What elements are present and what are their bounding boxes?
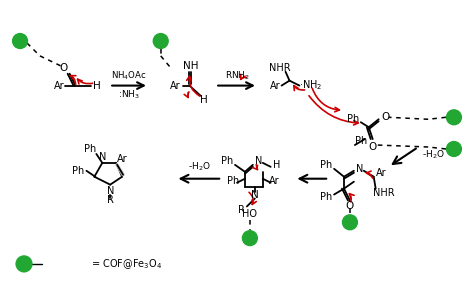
Text: R: R: [237, 205, 245, 215]
Text: Ph: Ph: [355, 136, 367, 146]
Text: NH: NH: [182, 61, 198, 71]
Text: ··NH$_2$: ··NH$_2$: [296, 79, 322, 93]
Text: H: H: [201, 96, 208, 105]
Text: Ph: Ph: [84, 144, 97, 154]
Text: HO: HO: [242, 209, 257, 219]
Text: H: H: [93, 81, 101, 91]
Circle shape: [343, 215, 357, 230]
Text: Ar: Ar: [270, 81, 281, 91]
Text: N: N: [99, 152, 106, 162]
Text: N: N: [107, 186, 114, 196]
Text: = COF@Fe$_3$O$_4$: = COF@Fe$_3$O$_4$: [91, 257, 163, 271]
Text: O: O: [60, 63, 68, 73]
Text: Ar: Ar: [117, 154, 128, 164]
Text: -H$_2$O: -H$_2$O: [188, 160, 211, 173]
Text: N: N: [251, 190, 259, 199]
Text: O: O: [382, 112, 390, 122]
Text: NHR: NHR: [269, 63, 291, 73]
Text: H: H: [273, 160, 280, 170]
Text: :NH$_3$: :NH$_3$: [118, 88, 140, 101]
Text: NH$_4$OAc: NH$_4$OAc: [111, 69, 147, 82]
Text: Ar: Ar: [269, 176, 280, 186]
Circle shape: [153, 34, 168, 48]
Text: -H$_2$O: -H$_2$O: [422, 149, 445, 161]
Text: Ph: Ph: [320, 160, 332, 170]
Text: Ph: Ph: [320, 191, 332, 201]
Text: NHR: NHR: [373, 188, 394, 198]
Text: O: O: [369, 142, 377, 152]
Text: Ph: Ph: [227, 176, 239, 186]
Text: R: R: [107, 196, 114, 206]
Circle shape: [242, 231, 257, 245]
Text: N: N: [356, 164, 364, 174]
Text: Ar: Ar: [170, 81, 181, 91]
Text: Ph: Ph: [73, 166, 85, 176]
Text: N: N: [255, 156, 263, 166]
Text: Ph: Ph: [221, 156, 233, 166]
Text: O: O: [346, 201, 354, 212]
Circle shape: [447, 142, 461, 156]
Circle shape: [13, 34, 27, 48]
Circle shape: [16, 256, 32, 272]
Circle shape: [447, 110, 461, 125]
Text: Ar: Ar: [55, 81, 65, 91]
Text: RNH$_2$: RNH$_2$: [225, 69, 249, 82]
Text: Ph: Ph: [347, 114, 359, 124]
Text: Ar: Ar: [376, 168, 387, 178]
